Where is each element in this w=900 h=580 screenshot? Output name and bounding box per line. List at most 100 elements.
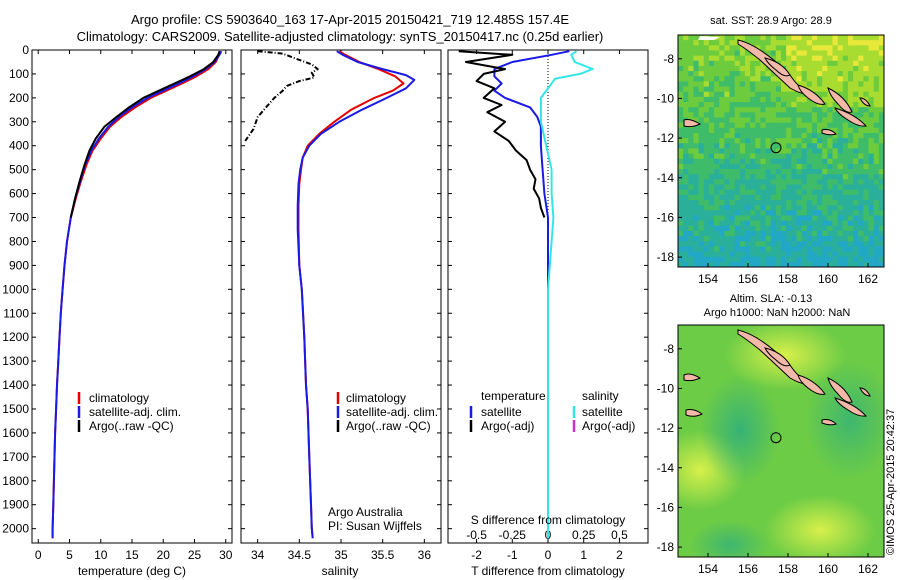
sst-cell [678,241,684,247]
sst-cell [837,179,844,185]
sst-cell [760,261,766,267]
sst-cell [703,189,710,196]
sst-cell [775,163,782,170]
sst-cell [724,189,730,196]
sst-cell [842,199,849,206]
sst-cell [832,71,839,77]
sst-cell [714,261,720,267]
sst-cell [693,138,699,144]
sst-cell [760,102,766,108]
sst-cell [683,81,689,87]
sst-cell [878,251,884,258]
sst-cell [858,138,864,144]
sst-cell [734,127,741,134]
sst-cell [688,169,694,175]
sst-cell [832,102,839,108]
sst-cell [806,55,813,62]
sst-cell [708,96,715,103]
sst-cell [822,246,828,252]
sst-cell [791,246,797,252]
difference-legend: temperature satellite Argo(-adj) salinit… [469,389,635,433]
sst-cell [693,112,699,118]
sst-cell [817,71,823,77]
sst-cell [744,132,751,139]
sst-cell [878,225,884,232]
sst-cell [858,35,864,41]
sst-cell [739,153,746,160]
sst-cell [842,210,849,216]
sst-cell [683,189,689,196]
sst-cell [858,148,864,154]
sst-cell [791,205,797,211]
sst-cell [842,169,849,175]
sst-cell [729,246,736,252]
sst-cell [750,81,756,87]
sst-cell [817,112,823,118]
sst-cell [683,184,689,191]
sst-cell [791,132,797,139]
sst-cell [827,40,833,46]
sst-cell [708,236,715,242]
sst-cell [847,138,854,144]
sst-cell [724,199,730,206]
sst-cell [806,148,813,154]
sst-cell [786,55,792,62]
sst-cell [822,169,828,175]
sst-cell [765,117,772,124]
sst-cell [708,189,715,196]
sst-cell [724,236,730,242]
sst-cell [796,251,802,258]
sst-cell [688,40,694,46]
sst-cell [873,76,880,82]
sst-cell [770,174,777,180]
sst-cell [714,102,720,108]
legend-header-temperature: temperature [481,389,546,403]
sst-cell [811,81,818,87]
sst-cell [708,45,715,51]
sst-cell [703,174,710,180]
sst-cell [703,117,710,124]
sst-cell [683,76,689,82]
sst-cell [847,158,854,165]
sst-cell [703,81,710,87]
sst-cell [863,148,869,154]
sst-cell [863,174,869,180]
depth-tick-label: 100 [9,67,29,81]
sst-cell [765,76,772,82]
sst-cell [760,138,766,144]
sst-cell [688,71,694,77]
legend-label-t-satellite: satellite [481,405,522,419]
sst-cell [858,158,864,165]
sst-cell [683,65,689,72]
sst-cell [837,71,844,77]
sst-cell [734,132,741,139]
sst-cell [698,225,705,232]
sst-cell [750,102,756,108]
sst-cell [832,143,839,149]
sst-cell [775,241,782,247]
sst-cell [811,169,818,175]
sst-cell [858,220,864,227]
sst-cell [729,205,736,211]
map-x-tick-label: 160 [818,562,838,576]
sst-cell [827,179,833,185]
sst-cell [750,194,756,201]
sst-cell [827,71,833,77]
sst-cell [781,205,787,211]
sst-cell [842,236,849,242]
sst-cell [806,60,813,67]
sst-cell [703,50,710,57]
sst-cell [832,112,839,118]
sst-cell [842,35,849,41]
sst-cell [853,179,859,185]
sst-cell [853,55,859,62]
sst-cell [801,71,808,77]
sst-cell [729,40,736,46]
sst-cell [811,60,818,67]
sst-cell [786,246,792,252]
sst-cell [801,236,808,242]
sst-cell [847,220,854,227]
sst-cell [734,122,741,129]
sst-cell [739,256,746,263]
sst-cell [760,35,766,41]
